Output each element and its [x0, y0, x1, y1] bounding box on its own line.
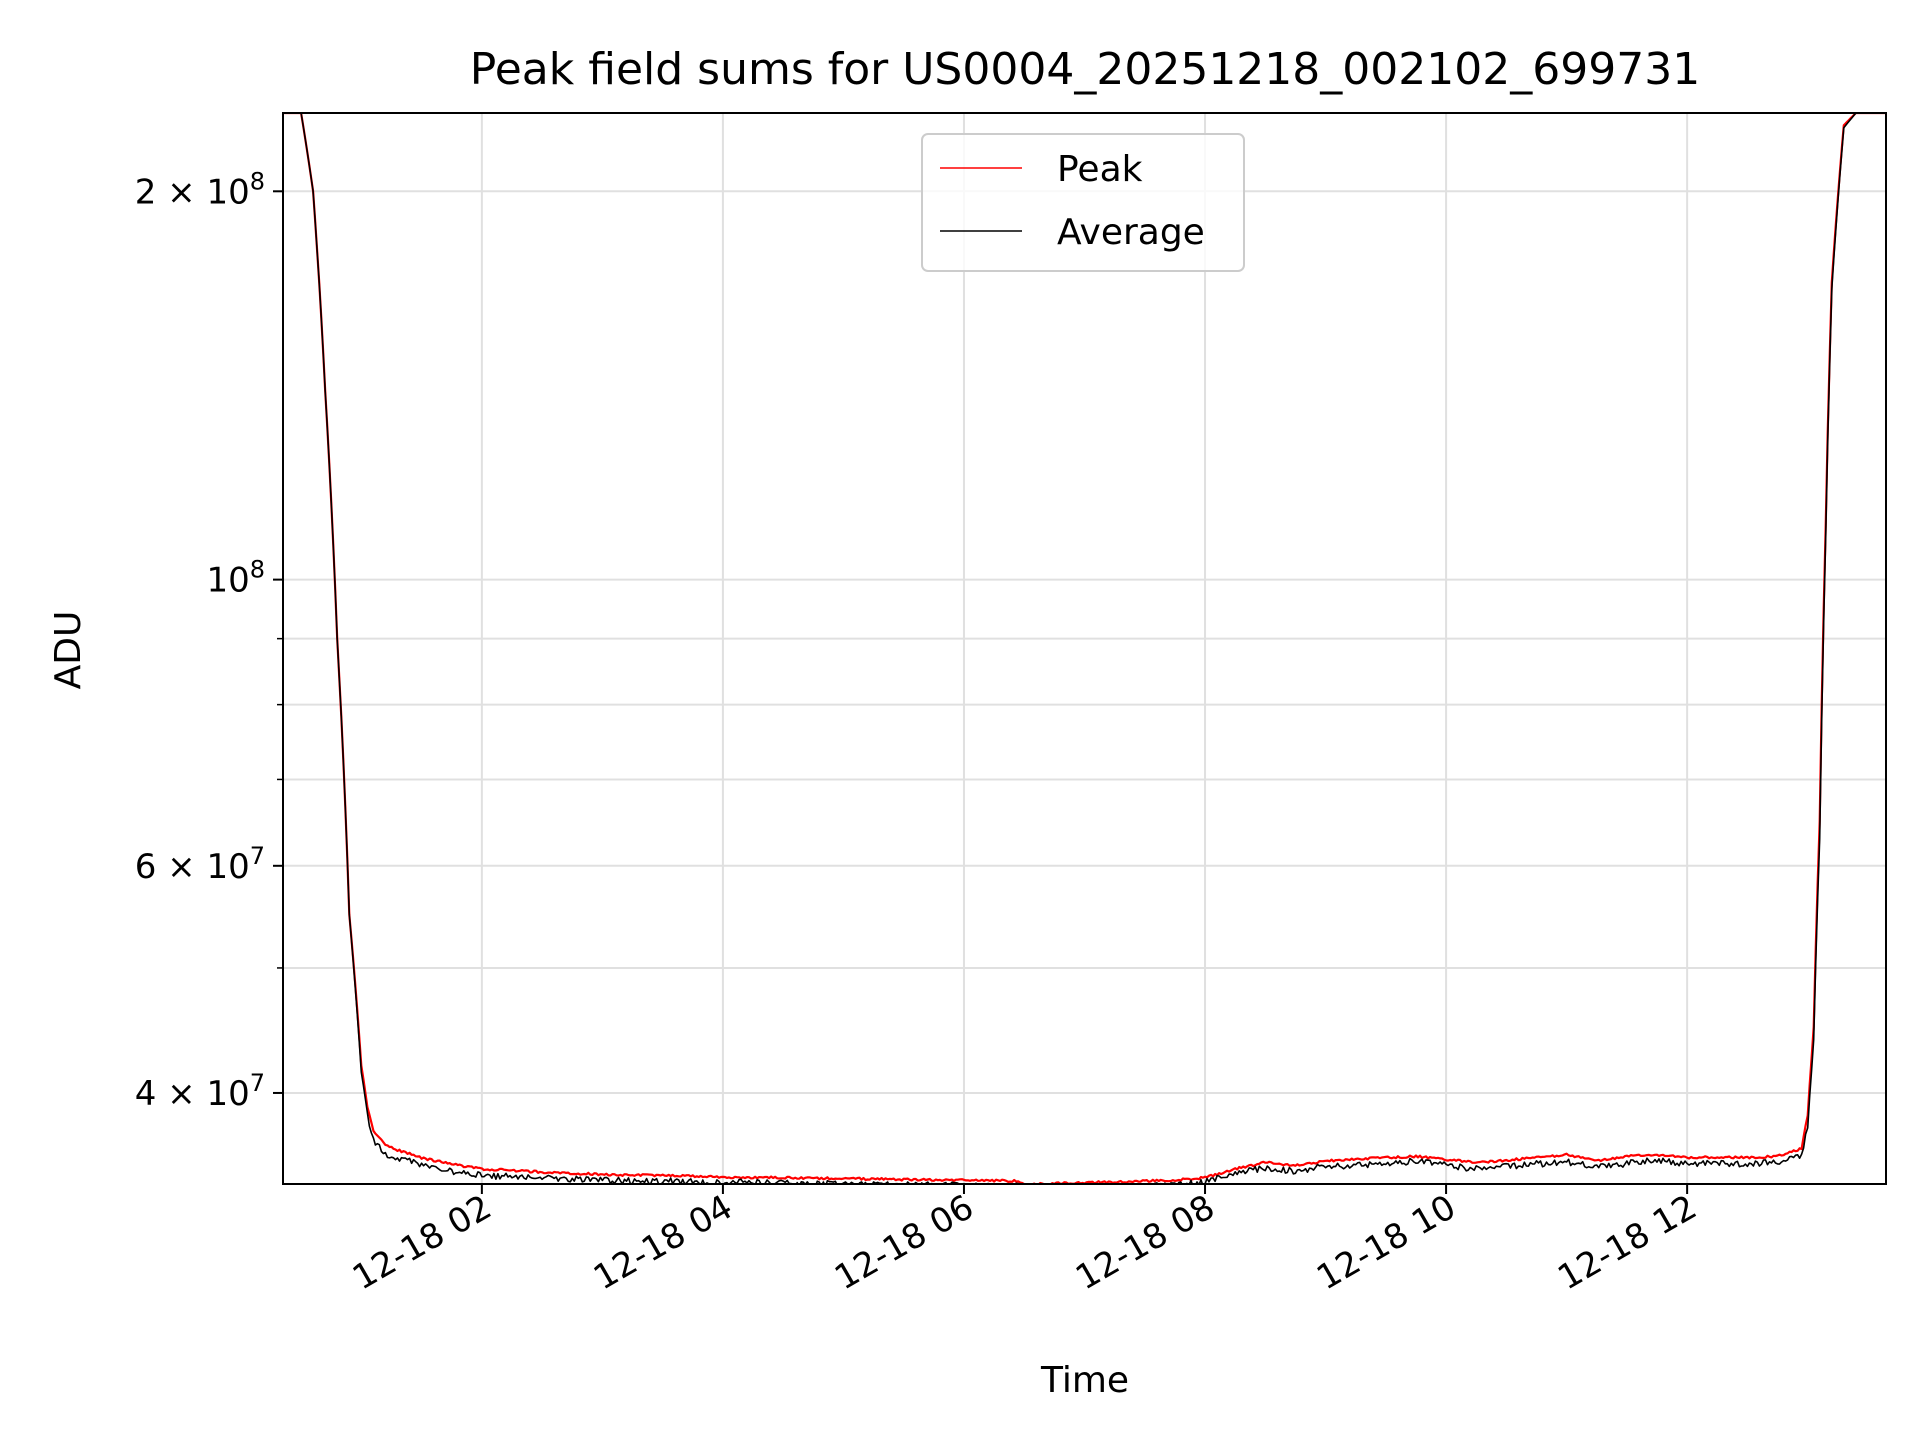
y-tick-label: 6 × 107	[135, 842, 265, 887]
legend-label-average: Average	[1057, 212, 1205, 253]
legend: Peak Average	[921, 133, 1245, 272]
plot-frame	[282, 112, 1887, 1185]
y-axis-ticks: 4 × 107 6 × 107 108 2 × 108	[135, 167, 283, 1114]
y-tick-label: 2 × 108	[135, 167, 265, 212]
x-axis-label: Time	[1040, 1360, 1129, 1401]
y-axis-label: ADU	[48, 611, 89, 690]
series-line-average	[283, 113, 1886, 1184]
y-tick-label: 4 × 107	[135, 1069, 265, 1114]
chart-title: Peak field sums for US0004_20251218_0021…	[470, 44, 1700, 95]
y-tick-label: 108	[206, 556, 265, 601]
legend-label-peak: Peak	[1057, 149, 1143, 190]
